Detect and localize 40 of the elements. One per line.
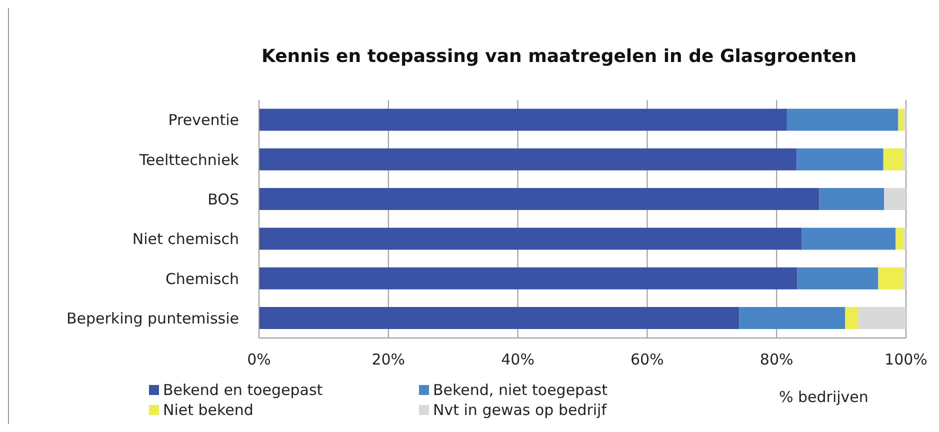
legend-label: Bekend en toegepast [163, 380, 323, 400]
x-tick-label: 20% [372, 350, 406, 369]
y-tick-label: BOS [208, 190, 239, 208]
bar [845, 307, 858, 330]
bar [898, 108, 904, 131]
y-tick-label: Beperking puntemissie [66, 309, 239, 328]
bar [902, 267, 906, 290]
legend-label: Nvt in gewas op bedrijf [433, 400, 607, 420]
y-tick-label: Preventie [168, 111, 239, 130]
y-tick-label: Niet chemisch [132, 230, 239, 248]
bar [884, 188, 906, 210]
bar [797, 267, 878, 290]
x-tick-label: 0% [247, 350, 271, 369]
bar [903, 228, 906, 250]
bar [786, 108, 898, 131]
bar [796, 148, 884, 170]
x-tick-label: 100% [884, 350, 928, 369]
chart-title: Kennis en toepassing van maatregelen in de Glasgroenten [260, 46, 858, 67]
bar [739, 307, 846, 330]
bar [259, 148, 797, 170]
bar [259, 188, 820, 210]
bar [259, 228, 802, 250]
y-tick-label: Chemisch [165, 270, 239, 288]
x-tick-label: 60% [630, 350, 664, 369]
bar [896, 228, 904, 250]
legend-label: Bekend, niet toegepast [433, 380, 608, 400]
bar [259, 267, 798, 290]
bar [902, 148, 906, 170]
bar [858, 307, 906, 330]
x-tick-label: 80% [760, 350, 794, 369]
x-tick-label: 40% [501, 350, 534, 369]
bar [878, 267, 903, 290]
bar [259, 108, 787, 131]
legend-label: Niet bekend [163, 400, 254, 420]
bar [883, 148, 903, 170]
y-tick-label: Teelttechniek [138, 150, 240, 169]
bar [802, 228, 896, 250]
x-axis-title: % bedrijven [779, 388, 868, 406]
bar [819, 188, 884, 210]
bar [259, 307, 740, 330]
